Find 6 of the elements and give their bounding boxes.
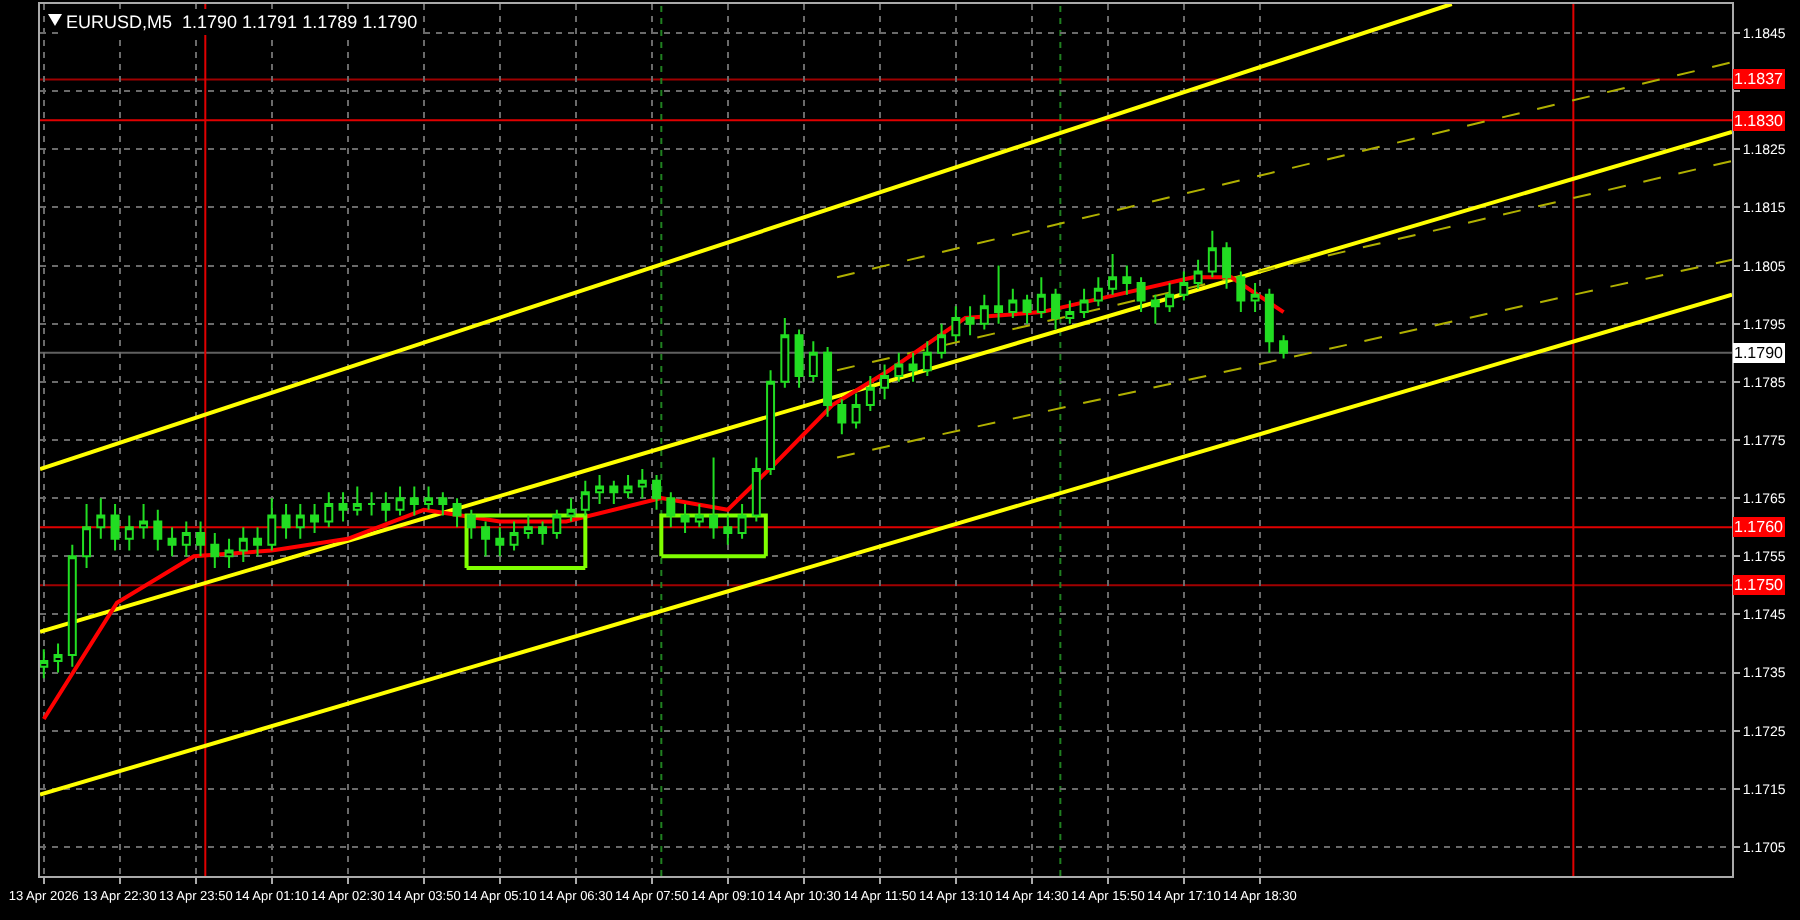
ref-line-label: 1.1760 bbox=[1734, 518, 1785, 536]
ref-line-label: 1.1837 bbox=[1734, 70, 1785, 88]
ref-line-label: 1.1750 bbox=[1734, 576, 1785, 594]
text: EURUSD,M5 1.1790 1.1791 1.1789 1.1790 bbox=[66, 12, 418, 32]
ref-line-label: 1.1790 bbox=[1734, 344, 1785, 362]
ref-line-label: 1.1830 bbox=[1734, 112, 1785, 130]
